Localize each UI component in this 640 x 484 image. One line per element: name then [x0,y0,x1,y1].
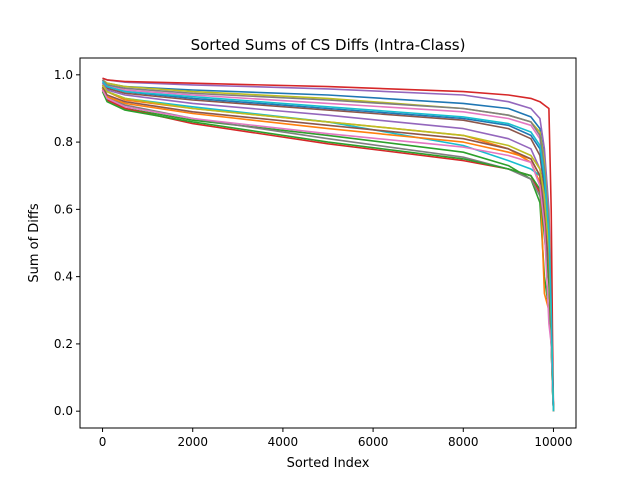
y-axis-label: Sum of Diffs [27,203,42,283]
y-tick-label: 0.2 [54,337,73,351]
y-tick-label: 0.6 [54,202,73,216]
x-tick-label: 6000 [358,435,389,449]
series-layer [101,77,555,412]
y-tick-label: 0.8 [54,135,73,149]
x-tick-label: 8000 [448,435,479,449]
ticks-layer: 0 2000 4000 6000 8000 10000 0.0 0.2 0.4 0.6 0.8 1.0 [54,68,573,449]
x-tick-label: 4000 [268,435,299,449]
chart-title: Sorted Sums of CS Diffs (Intra-Class) [191,36,466,54]
axes-frame [79,57,577,429]
y-tick-label: 0.4 [54,270,73,284]
x-tick-label: 2000 [177,435,208,449]
x-tick-label: 0 [99,435,107,449]
x-axis-label: Sorted Index [287,456,370,471]
series-line [102,77,555,412]
y-tick-label: 1.0 [54,68,73,82]
series-line [101,89,555,412]
x-tick-label: 10000 [534,435,572,449]
y-tick-label: 0.0 [54,404,73,418]
series-line [101,80,555,412]
